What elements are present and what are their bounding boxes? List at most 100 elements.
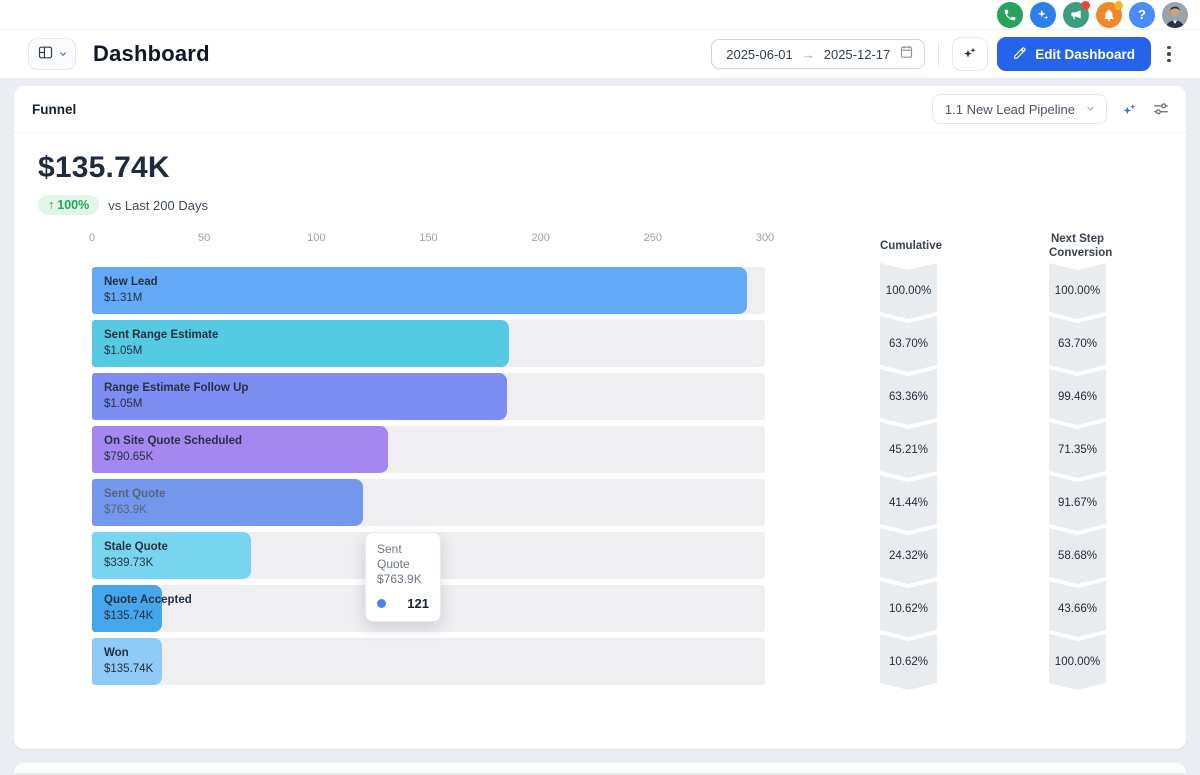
funnel-row: New Lead $1.31M: [92, 267, 765, 314]
stage-value: $135.74K: [104, 663, 154, 676]
kpi-total-value: $135.74K: [38, 151, 170, 184]
megaphone-icon: [1069, 8, 1083, 22]
tooltip-value: $763.9K: [377, 572, 422, 586]
next-step-header-line2: Conversion: [1049, 246, 1113, 259]
funnel-bar-label: New Lead $1.31M: [104, 274, 158, 306]
stage-name: Stale Quote: [104, 541, 168, 553]
dashboard-content: Funnel 1.1 New Lead Pipeline $135.74K: [0, 79, 1200, 773]
pencil-icon: [1013, 46, 1027, 63]
stage-value: $790.65K: [104, 451, 154, 464]
pipeline-selector[interactable]: 1.1 New Lead Pipeline: [931, 94, 1107, 124]
funnel-bar[interactable]: [92, 426, 389, 473]
stage-name: New Lead: [104, 276, 158, 288]
help-button[interactable]: ?: [1129, 1, 1155, 28]
axis-tick: 200: [531, 232, 550, 244]
widget-ai-sparkles-button[interactable]: [1121, 101, 1138, 118]
stage-name: Quote Accepted: [104, 594, 192, 606]
next-step-cell: 58.68%: [1049, 528, 1106, 584]
tooltip-series-dot: [377, 599, 386, 608]
next-step-cell: 63.70%: [1049, 316, 1106, 372]
bell-icon: [1102, 8, 1116, 22]
funnel-track: [92, 638, 765, 685]
funnel-row: Sent Range Estimate $1.05M: [92, 320, 765, 367]
axis-tick: 0: [88, 232, 96, 244]
cumulative-cell: 63.36%: [880, 369, 937, 425]
question-mark-icon: ?: [1138, 7, 1146, 22]
stage-name: Sent Quote: [104, 488, 166, 500]
widget-settings-sliders-button[interactable]: [1152, 100, 1170, 118]
next-step-cell: 91.67%: [1049, 475, 1106, 531]
axis-tick: 100: [307, 232, 326, 244]
sparkles-icon: [962, 45, 978, 64]
kpi-change-value: 100%: [57, 198, 90, 212]
cumulative-column-header: Cumulative: [880, 240, 942, 252]
user-avatar[interactable]: [1162, 1, 1188, 28]
stage-value: $1.05M: [104, 398, 143, 411]
stage-value: $1.05M: [104, 345, 143, 358]
funnel-widget-header: Funnel 1.1 New Lead Pipeline: [14, 86, 1186, 133]
funnel-bar-label: Sent Quote $763.9K: [104, 486, 165, 518]
date-range-start: 2025-06-01: [726, 46, 793, 62]
next-widget-partial: [14, 763, 1186, 773]
edit-dashboard-button[interactable]: Edit Dashboard: [997, 37, 1151, 71]
funnel-bar[interactable]: [92, 373, 508, 420]
dashboard-switcher-button[interactable]: [28, 38, 76, 70]
funnel-bar-label: Quote Accepted $135.74K: [104, 592, 192, 624]
stage-value: $1.31M: [104, 292, 143, 305]
date-range-end: 2025-12-17: [823, 46, 891, 62]
stage-value: $339.73K: [104, 557, 154, 570]
more-options-button[interactable]: [1160, 37, 1178, 71]
funnel-row: Sent Quote $763.9K: [92, 479, 765, 526]
calendar-icon: [899, 44, 914, 64]
top-notification-bar: ?: [0, 0, 1200, 30]
header-divider: [938, 42, 940, 66]
kpi-change-badge: ↑ 100%: [38, 195, 100, 215]
app-header: Dashboard 2025-06-01 → 2025-12-17 Edit D…: [0, 30, 1200, 79]
funnel-bar[interactable]: [92, 267, 748, 314]
axis-tick: 250: [643, 232, 663, 244]
date-range-picker[interactable]: 2025-06-01 → 2025-12-17: [711, 39, 926, 69]
funnel-bar-label: Won $135.74K: [104, 645, 153, 677]
stage-name: Range Estimate Follow Up: [104, 382, 249, 394]
funnel-bar[interactable]: [92, 585, 162, 632]
funnel-bar-label: Sent Range Estimate $1.05M: [104, 327, 218, 359]
edit-dashboard-label: Edit Dashboard: [1035, 46, 1135, 62]
next-step-cell: 43.66%: [1049, 581, 1106, 637]
funnel-bar[interactable]: [92, 532, 252, 579]
next-step-cell: 100.00%: [1049, 263, 1106, 319]
sparkle-icon: [1036, 8, 1050, 22]
stage-value: $763.9K: [104, 504, 147, 517]
next-step-cell: 100.00%: [1049, 634, 1106, 690]
stage-name: Won: [104, 647, 129, 659]
stage-value: $135.74K: [104, 610, 154, 623]
funnel-chart-area: $135.74K ↑ 100% vs Last 200 Days 0 50 100 1…: [14, 133, 1186, 748]
funnel-bar[interactable]: [92, 479, 364, 526]
funnel-widget: Funnel 1.1 New Lead Pipeline $135.74K: [14, 86, 1186, 749]
cumulative-cell: 10.62%: [880, 581, 937, 637]
next-step-cell: 71.35%: [1049, 422, 1106, 478]
layout-icon: [37, 44, 54, 64]
axis-tick: 50: [198, 232, 211, 244]
funnel-row: On Site Quote Scheduled $790.65K: [92, 426, 765, 473]
stage-name: Sent Range Estimate: [104, 329, 219, 341]
phone-button[interactable]: [997, 1, 1023, 28]
tooltip-count: 121: [407, 596, 429, 611]
cumulative-cell: 63.70%: [880, 316, 937, 372]
ai-insights-button[interactable]: [952, 37, 989, 71]
kpi-comparison-label: vs Last 200 Days: [108, 197, 208, 213]
notifications-button[interactable]: [1096, 0, 1123, 28]
funnel-bar[interactable]: [92, 320, 510, 367]
axis-tick: 300: [755, 232, 775, 244]
tooltip-stage: Sent Quote: [377, 542, 410, 571]
announcements-button[interactable]: [1063, 0, 1090, 28]
chevron-down-icon: [58, 47, 68, 62]
phone-icon: [1003, 8, 1017, 22]
next-step-header-line1: Next Step: [1050, 233, 1105, 245]
next-step-column-header: Next Step Conversion: [1049, 233, 1113, 260]
funnel-bar[interactable]: [92, 638, 162, 685]
chart-tooltip: Sent Quote $763.9K 121: [365, 532, 441, 622]
ai-assistant-button[interactable]: [1030, 1, 1056, 28]
cumulative-cell: 24.32%: [880, 528, 937, 584]
widget-title: Funnel: [32, 101, 77, 117]
arrow-right-icon: →: [801, 46, 815, 62]
